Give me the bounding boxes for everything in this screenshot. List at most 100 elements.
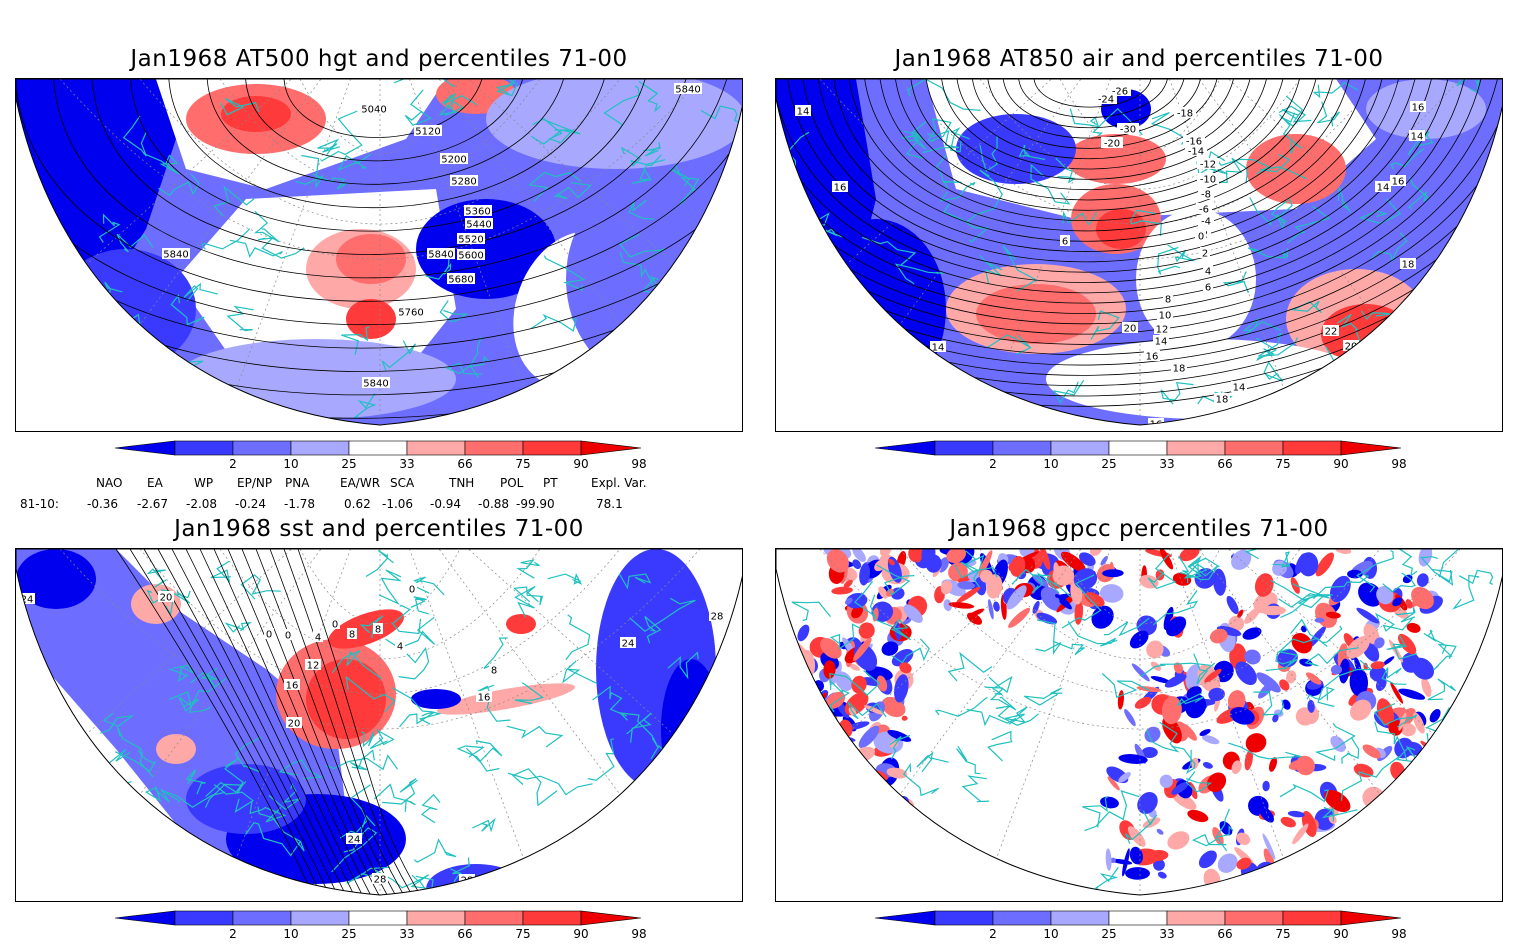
- percentile-patch: [851, 675, 867, 694]
- percentile-region-high: [131, 584, 181, 624]
- percentile-patch: [869, 793, 882, 801]
- coastline: [229, 239, 283, 258]
- map-panel-gpcc: [775, 548, 1503, 902]
- coastline: [190, 667, 218, 688]
- coastline: [1177, 549, 1222, 551]
- colorbar-tick-label: 98: [1391, 457, 1407, 471]
- contour-label-box: [397, 306, 425, 317]
- coastline: [138, 840, 221, 883]
- coastline: [1061, 574, 1102, 629]
- percentile-patch: [1111, 858, 1133, 865]
- contour-label: 18: [1173, 364, 1186, 375]
- percentile-patch: [1254, 573, 1274, 597]
- coastline: [700, 105, 739, 123]
- map-boundary: [776, 79, 1502, 426]
- contour-label-box: [330, 618, 340, 629]
- percentile-patch: [1208, 687, 1225, 702]
- contour-label-box: [1197, 173, 1219, 184]
- percentile-patch: [842, 778, 866, 800]
- coastline: [1053, 379, 1085, 404]
- contour-label: 12: [1156, 325, 1169, 336]
- percentile-patch: [1375, 676, 1387, 691]
- colorbar-tick-label: 90: [1333, 457, 1349, 471]
- colorbar-segment: [934, 910, 994, 926]
- percentile-patch: [1079, 552, 1096, 567]
- colorbar-arrow-left: [115, 910, 176, 926]
- colorbar-tick-label: 10: [283, 457, 299, 471]
- percentile-patch: [1163, 606, 1174, 630]
- percentile-patch: [815, 745, 830, 764]
- colorbar-arrow-left: [115, 440, 176, 456]
- coastline: [1124, 810, 1158, 844]
- contour-label-box: [1185, 145, 1207, 156]
- coastline: [1358, 198, 1402, 224]
- graticule-line: [379, 79, 541, 425]
- coastline: [341, 326, 370, 355]
- coastline: [245, 822, 301, 857]
- coastline: [1381, 667, 1407, 685]
- contour-label-box: [373, 623, 383, 634]
- coastline: [1052, 640, 1085, 656]
- contour-label-box: [1122, 322, 1138, 333]
- map-panel-air850: -26-24-18-30-20-16-14-12-10-8-6-4-202468…: [775, 78, 1503, 432]
- percentile-patch: [1238, 650, 1247, 660]
- coastline: [486, 79, 518, 97]
- colorbar-segment: [1224, 440, 1284, 456]
- coastline: [220, 97, 260, 116]
- percentile-patch: [1099, 584, 1124, 603]
- contour-label: 16: [1146, 352, 1159, 363]
- coastline: [425, 252, 452, 280]
- coastline: [151, 842, 184, 859]
- contour-line: [802, 79, 1399, 263]
- coastline: [516, 559, 540, 579]
- contour-label-box: [1157, 309, 1173, 320]
- percentile-patch: [1363, 623, 1380, 645]
- coastline: [893, 842, 946, 866]
- contour-label: 6: [1205, 283, 1211, 294]
- contour-label: -24: [1098, 95, 1114, 106]
- coastline: [381, 340, 417, 371]
- percentile-patch: [790, 680, 809, 703]
- percentile-patch: [797, 624, 810, 642]
- percentile-patch: [831, 759, 848, 773]
- coastline: [1291, 300, 1323, 314]
- percentile-patch: [1314, 808, 1336, 831]
- percentile-patch: [1358, 582, 1383, 607]
- coastline: [1255, 337, 1278, 362]
- colorbar-segment: [348, 910, 408, 926]
- coastline: [966, 708, 1017, 727]
- map-area: 5040 5120 5200 5280 5360 5440 5520 5600 5680 5760…: [16, 79, 742, 425]
- colorbar-segment: [1108, 440, 1168, 456]
- contour-label: 20: [160, 593, 173, 604]
- percentile-patch: [1008, 607, 1031, 628]
- contour-label: -4: [1201, 217, 1211, 228]
- percentile-patch: [988, 599, 994, 620]
- percentile-patch: [858, 725, 880, 749]
- colorbar-segment: [1224, 910, 1284, 926]
- percentile-region-high: [437, 683, 575, 715]
- percentile-patch: [834, 745, 843, 752]
- coastline: [874, 823, 895, 850]
- coastline: [840, 784, 874, 819]
- coastline: [1265, 648, 1298, 672]
- coastline: [954, 561, 998, 579]
- coastline: [531, 314, 578, 332]
- coastline: [1092, 107, 1143, 137]
- colorbar-arrow-right: [1340, 440, 1402, 456]
- coastline: [1242, 317, 1282, 336]
- percentile-patch: [1212, 827, 1224, 846]
- coastline: [1373, 703, 1418, 728]
- contour-label-box: [1409, 130, 1425, 141]
- coastline: [1270, 200, 1288, 231]
- coastline: [1374, 721, 1408, 761]
- coastline: [1423, 629, 1447, 654]
- map-air850: -26-24-18-30-20-16-14-12-10-8-6-4-202468…: [776, 79, 1502, 426]
- coastline: [876, 564, 915, 596]
- contour-label: 14: [932, 343, 945, 354]
- contour-label-box: [457, 233, 485, 244]
- coastline: [891, 638, 930, 664]
- percentile-patch: [881, 641, 899, 656]
- contour-line: [16, 79, 742, 349]
- coastline: [1407, 128, 1434, 156]
- percentile-region-high: [346, 299, 396, 339]
